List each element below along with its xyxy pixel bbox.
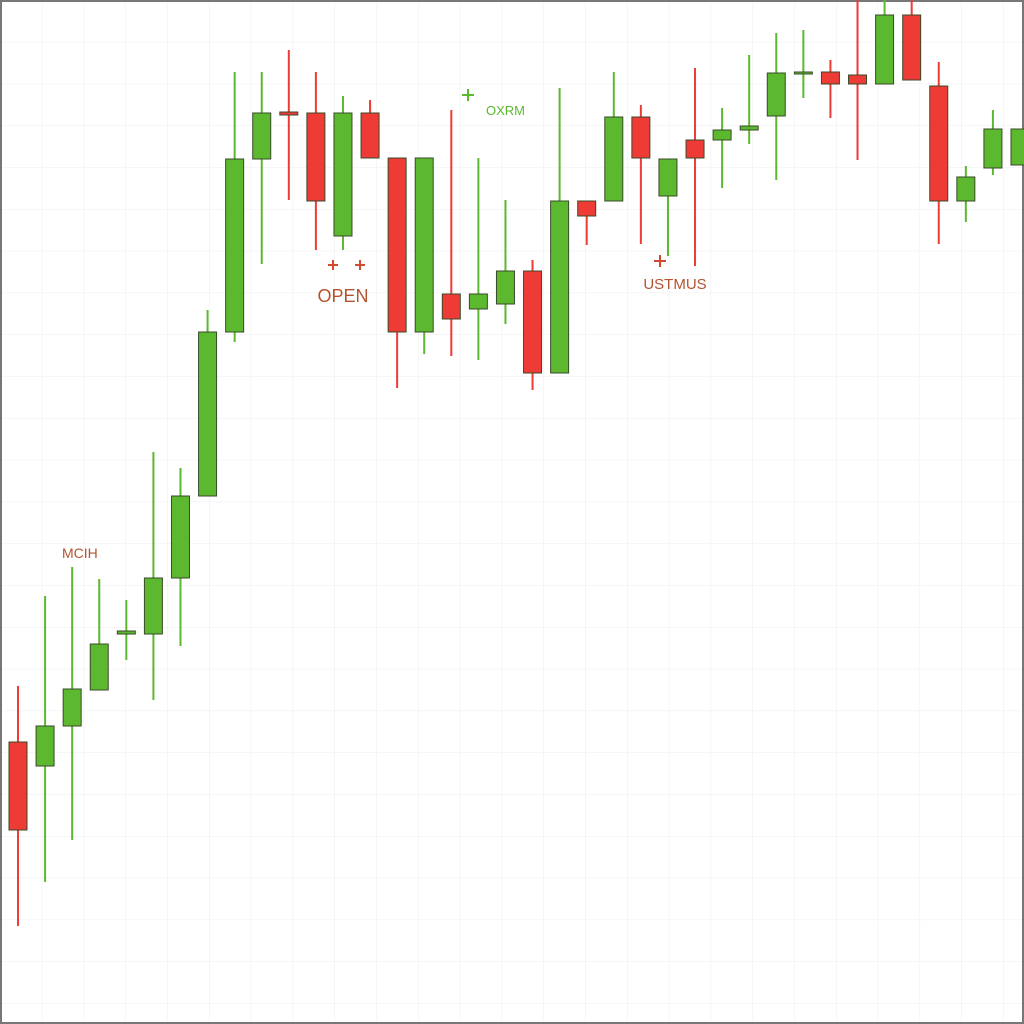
candle-body	[631, 116, 651, 159]
candle-body	[550, 200, 570, 374]
candle-body	[35, 725, 55, 767]
candle-body	[929, 85, 949, 202]
candle-body	[848, 74, 868, 85]
candle-body	[89, 643, 109, 691]
candle-body	[739, 125, 759, 131]
candle-body	[468, 293, 488, 310]
candle-body	[983, 128, 1003, 169]
candle-body	[279, 111, 299, 116]
candle-body	[820, 71, 840, 85]
candle-body	[414, 157, 434, 333]
candle-body	[441, 293, 461, 320]
candle-body	[577, 200, 597, 217]
candle-body	[523, 270, 543, 374]
candle-body	[306, 112, 326, 202]
candle-body	[604, 116, 624, 202]
candle-body	[225, 158, 245, 333]
annotation: USTMUS	[643, 276, 706, 293]
candle-body	[766, 72, 786, 117]
annotation: MCIH	[62, 545, 98, 561]
candle-body	[62, 688, 82, 727]
candle-body	[170, 495, 190, 579]
annotation: OPEN	[317, 286, 368, 306]
candle-body	[333, 112, 353, 237]
candle-body	[793, 71, 813, 75]
candle-body	[387, 157, 407, 333]
marker	[462, 89, 474, 101]
candle-body	[685, 139, 705, 159]
marker	[328, 260, 365, 270]
candle-body	[360, 112, 380, 159]
candle-body	[116, 630, 136, 635]
marker	[654, 255, 666, 267]
annotation: OXRM	[486, 103, 525, 118]
candle-body	[902, 14, 922, 81]
candles	[8, 0, 1024, 926]
candle-body	[8, 741, 28, 831]
candle-body	[956, 176, 976, 202]
candle-body	[495, 270, 515, 305]
candle-body	[1010, 128, 1024, 166]
candle-body	[875, 14, 895, 85]
candle-body	[658, 158, 678, 197]
candle-body	[252, 112, 272, 160]
candle-body	[198, 331, 218, 497]
candle-body	[143, 577, 163, 635]
candle-body	[712, 129, 732, 141]
